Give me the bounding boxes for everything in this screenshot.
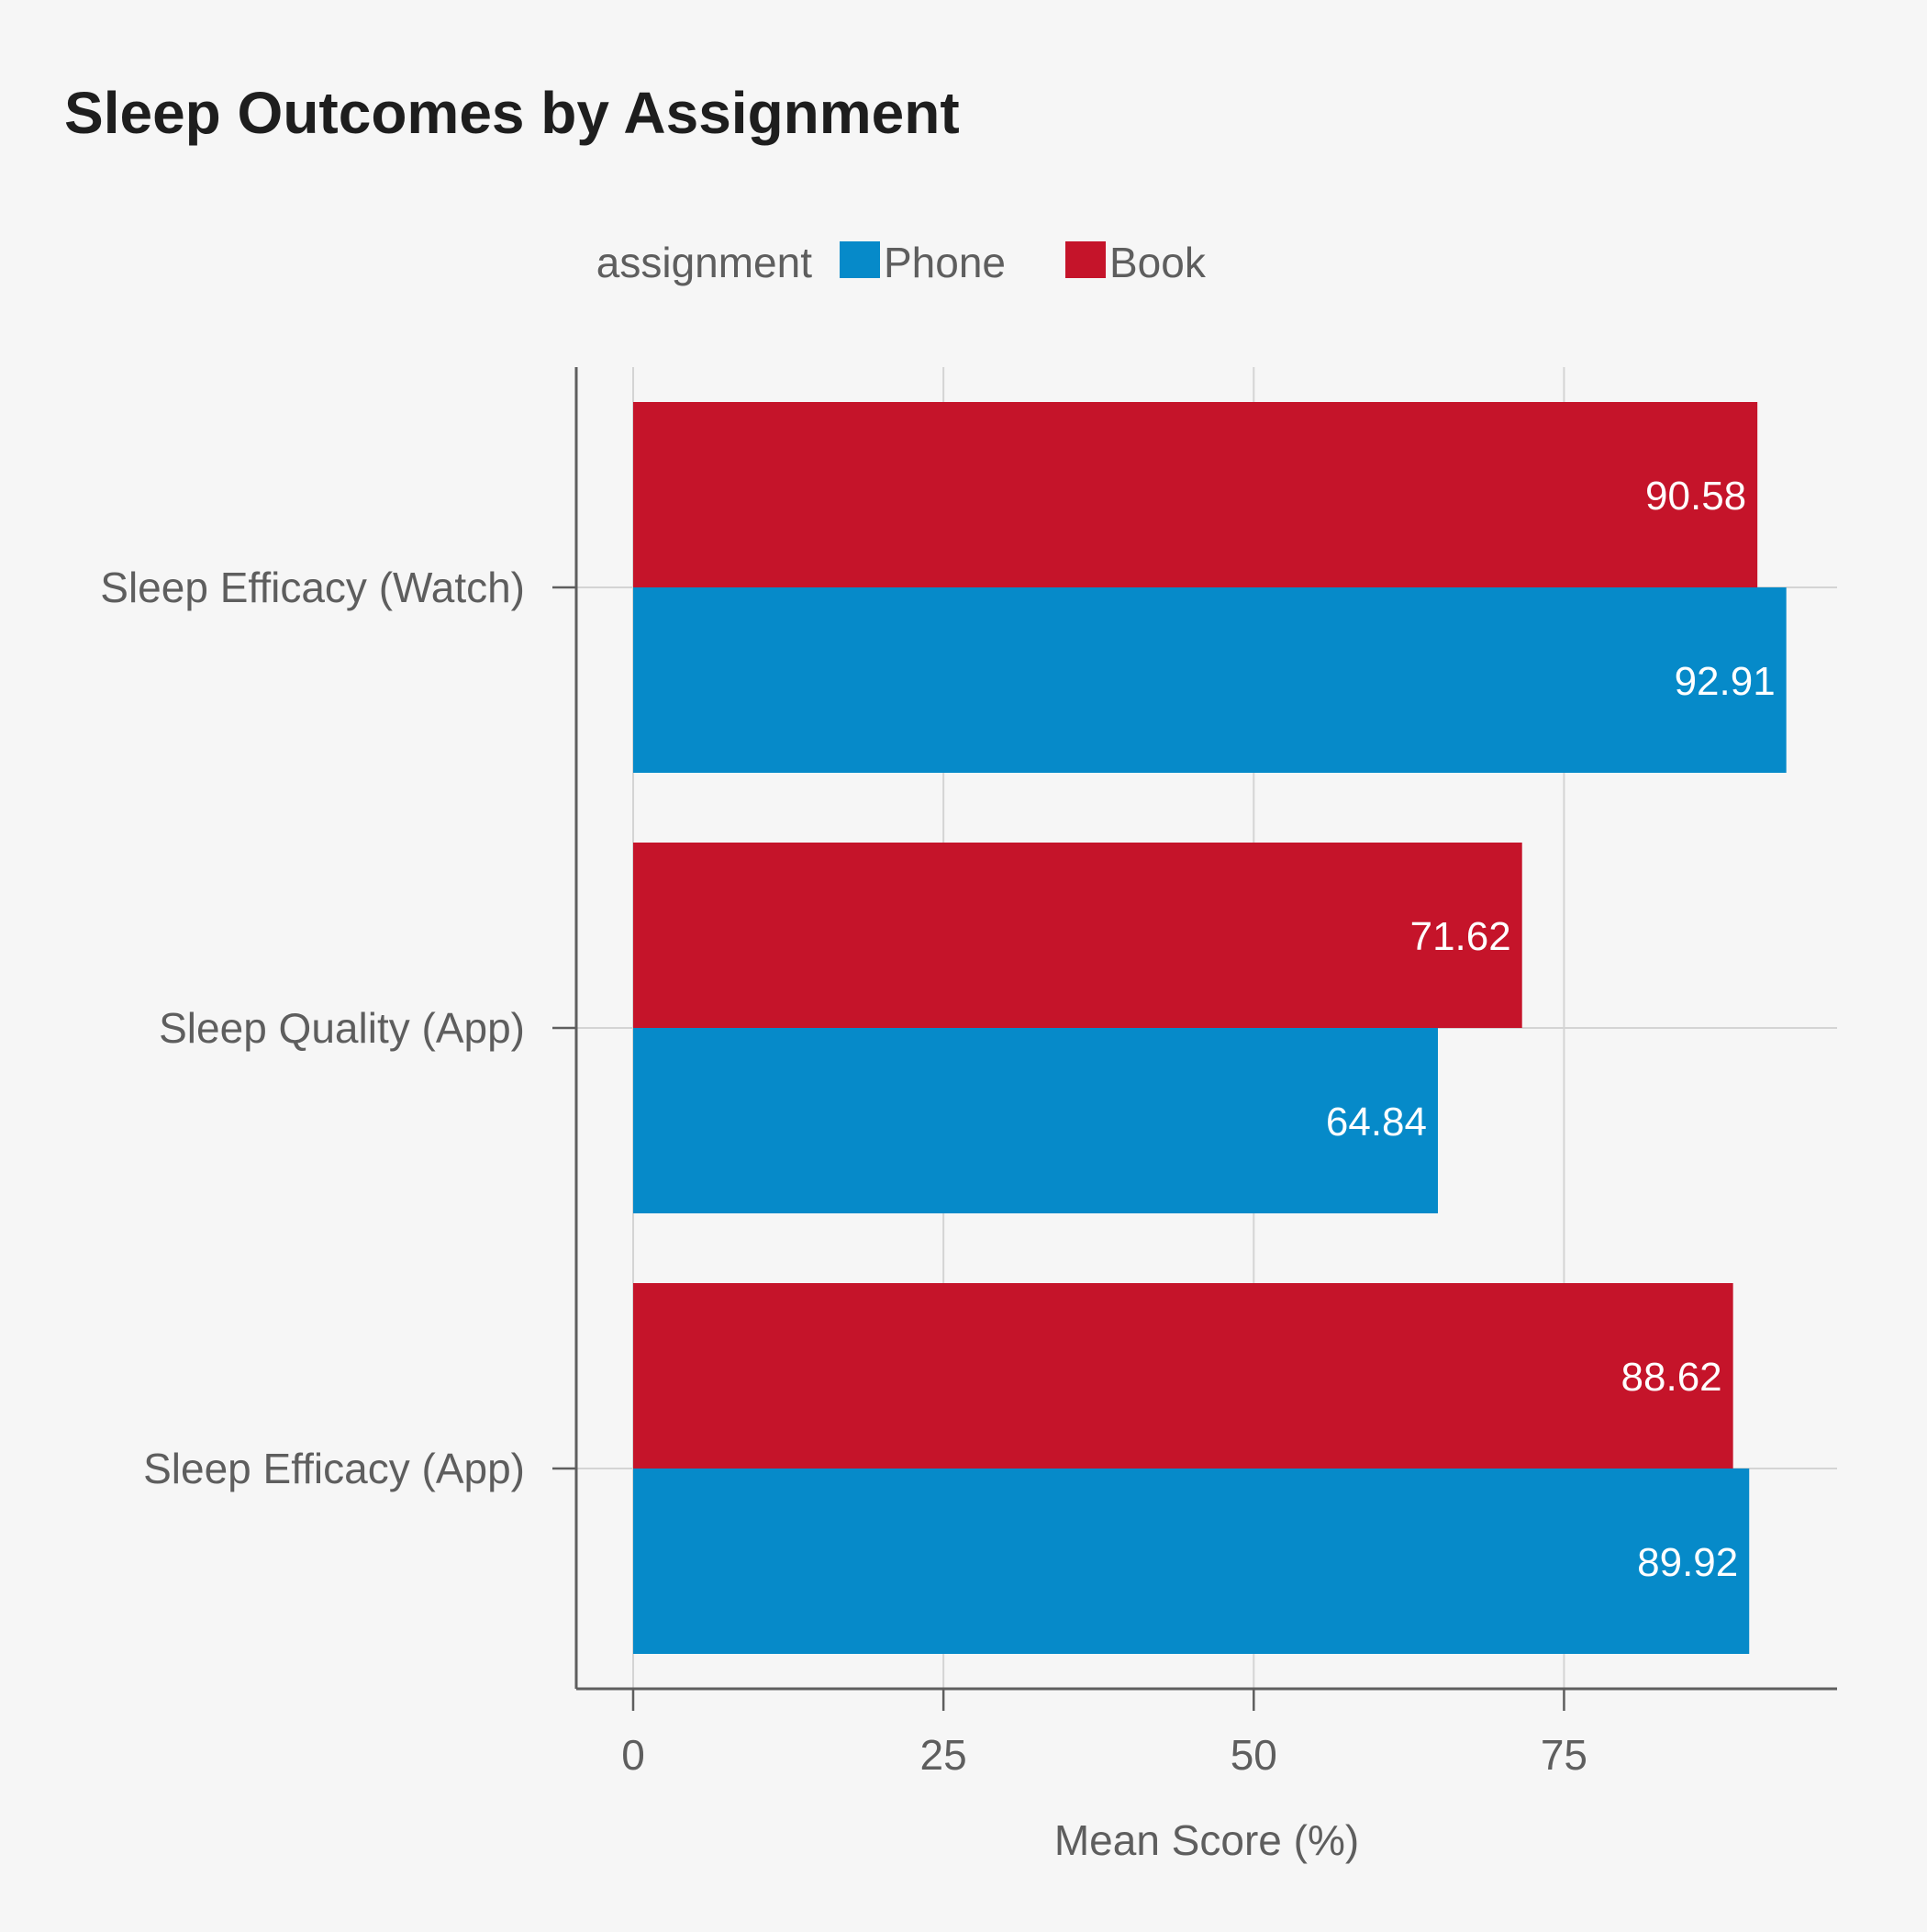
bar-book-1 — [633, 843, 1522, 1028]
bar-book-2 — [633, 1283, 1733, 1469]
legend: assignment Phone Book — [596, 239, 1207, 286]
x-tick-label-2: 50 — [1231, 1731, 1277, 1779]
data-label-phone-2: 89.92 — [1637, 1540, 1738, 1585]
bar-book-0 — [633, 402, 1758, 587]
category-label-0: Sleep Efficacy (Watch) — [100, 564, 525, 611]
axes: Sleep Efficacy (Watch) Sleep Quality (App… — [100, 367, 1837, 1779]
x-axis-title: Mean Score (%) — [1054, 1816, 1359, 1864]
category-label-2: Sleep Efficacy (App) — [143, 1445, 525, 1492]
x-tick-label-3: 75 — [1541, 1731, 1587, 1779]
legend-swatch-phone — [840, 241, 880, 278]
data-label-phone-1: 64.84 — [1326, 1100, 1427, 1145]
data-label-book-1: 71.62 — [1410, 914, 1511, 959]
legend-label-phone: Phone — [884, 239, 1006, 286]
data-label-phone-0: 92.91 — [1675, 659, 1776, 704]
bar-phone-1 — [633, 1028, 1439, 1213]
legend-title: assignment — [596, 239, 812, 286]
bar-phone-2 — [633, 1469, 1750, 1654]
legend-swatch-book — [1065, 241, 1106, 278]
legend-label-book: Book — [1109, 239, 1207, 286]
bar-phone-0 — [633, 587, 1787, 773]
bars: 90.58 92.91 71.62 64.84 88.62 89.92 — [633, 402, 1787, 1654]
x-tick-label-0: 0 — [621, 1731, 645, 1779]
data-label-book-0: 90.58 — [1645, 474, 1746, 519]
x-tick-label-1: 25 — [920, 1731, 967, 1779]
chart-title: Sleep Outcomes by Assignment — [64, 80, 960, 146]
category-label-1: Sleep Quality (App) — [159, 1004, 525, 1052]
data-label-book-2: 88.62 — [1621, 1355, 1722, 1400]
